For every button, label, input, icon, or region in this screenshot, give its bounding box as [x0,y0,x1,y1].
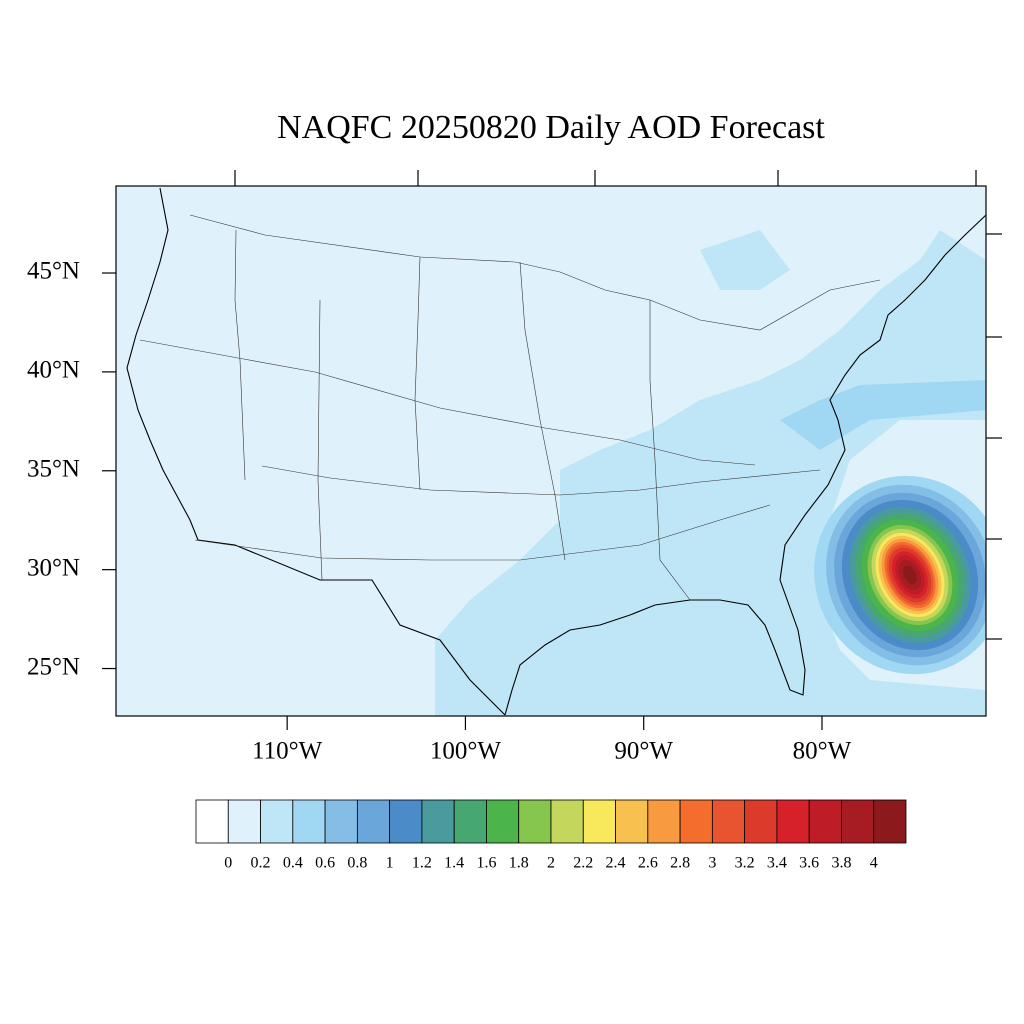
colorbar-label: 1 [386,855,394,872]
colorbar-label: 0.2 [251,855,271,872]
colorbar-box [518,799,552,844]
y-tick-label: 40°N [27,357,80,384]
projection-ticks [234,170,1002,640]
x-tick-label: 90°W [614,738,673,765]
colorbar-label: 3.6 [799,855,819,872]
colorbar-box [356,799,391,844]
colorbar-label: 0.4 [283,855,303,872]
colorbar-box [550,799,584,844]
colorbar-box [260,799,294,844]
map-lines [126,187,986,716]
colorbar-label: 2.2 [573,855,593,872]
colorbar-box [324,799,358,844]
colorbar-box [292,799,326,844]
colorbar-box [389,799,423,844]
colorbar-label: 3.8 [831,855,851,872]
x-tick-label: 110°W [252,738,323,765]
y-tick-label: 25°N [27,653,80,680]
colorbar-box [744,799,778,844]
map-frame [115,185,987,717]
colorbar-label: 4 [870,855,878,872]
colorbar-label: 3.2 [735,855,755,872]
chart-title: NAQFC 20250820 Daily AOD Forecast [277,109,825,146]
colorbar-box [808,799,842,844]
colorbar-label: 2.4 [606,855,626,872]
colorbar-box [776,799,810,844]
y-tick-label: 35°N [27,456,80,483]
map [116,186,986,716]
x-tick-label: 100°W [430,738,501,765]
colorbar-label: 1.6 [476,855,496,872]
colorbar-box [841,799,875,844]
colorbar-box [679,799,713,844]
colorbar-label: 3 [708,855,716,872]
colorbar-label: 2.6 [638,855,658,872]
colorbar-box [711,799,746,844]
y-tick-label: 30°N [27,554,80,581]
colorbar-box [421,799,455,844]
colorbar-box [647,799,681,844]
colorbar-label: 3.4 [767,855,787,872]
colorbar-label: 1.4 [444,855,464,872]
colorbar-label: 0.6 [315,855,335,872]
aod-region [435,230,986,716]
colorbar-box [227,799,261,844]
colorbar-label: 1.2 [412,855,432,872]
colorbar-box [615,799,649,844]
colorbar-label: 1.8 [509,855,529,872]
x-tick-label: 80°W [793,738,852,765]
y-tick-label: 45°N [27,258,80,285]
aod-plume [903,565,917,585]
colorbar-label: 2 [547,855,555,872]
colorbar-box [873,799,907,844]
aod-region [700,230,790,290]
colorbar-box [453,799,487,844]
colorbar-label: 0 [224,855,232,872]
colorbar-box [582,799,616,844]
colorbar-box [486,799,520,844]
colorbar-label: 0.8 [347,855,367,872]
colorbar-box [195,799,229,844]
colorbar-label: 2.8 [670,855,690,872]
